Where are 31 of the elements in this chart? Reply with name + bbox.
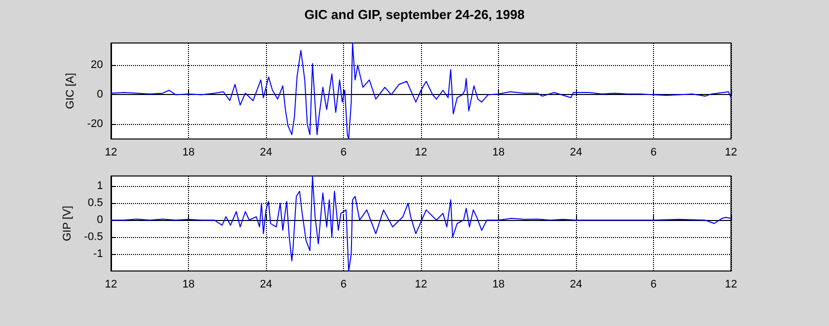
x-tick-label: 24 <box>570 278 582 290</box>
x-tick-label: 12 <box>414 278 428 290</box>
y-axis-title: GIP [V] <box>62 206 74 242</box>
line-series <box>110 176 732 272</box>
y-tick-label: 0.5 <box>88 197 103 210</box>
x-tick-label: 24 <box>260 278 272 290</box>
y-axis-title: GIC [A] <box>64 72 77 110</box>
y-tick-label: 20 <box>90 59 103 72</box>
x-tick-label: 18 <box>492 146 505 158</box>
y-tick-label: 0 <box>96 88 103 101</box>
x-tick-label: 12 <box>104 278 118 290</box>
x-tick-label: 6 <box>340 146 347 158</box>
x-tick-label: 24 <box>570 146 582 158</box>
chart-title: GIC and GIP, september 24-26, 1998 <box>304 7 525 22</box>
x-tick-label: 18 <box>182 278 195 290</box>
x-tick-label: 12 <box>724 146 738 158</box>
x-tick-label: 12 <box>724 278 738 290</box>
y-tick-label: -20 <box>87 118 103 130</box>
y-tick-label: 1 <box>96 180 103 192</box>
y-tick-label: -1 <box>93 248 103 260</box>
line-series <box>110 42 732 140</box>
x-tick-label: 6 <box>650 146 657 158</box>
x-tick-label: 18 <box>182 146 195 158</box>
x-tick-label: 12 <box>414 146 428 158</box>
y-tick-label: -0.5 <box>84 231 103 244</box>
x-tick-label: 6 <box>340 278 347 290</box>
x-tick-label: 6 <box>650 278 657 290</box>
x-tick-label: 18 <box>492 278 505 290</box>
y-tick-label: 0 <box>96 214 103 226</box>
x-tick-label: 12 <box>104 146 118 158</box>
x-tick-label: 24 <box>260 146 272 158</box>
